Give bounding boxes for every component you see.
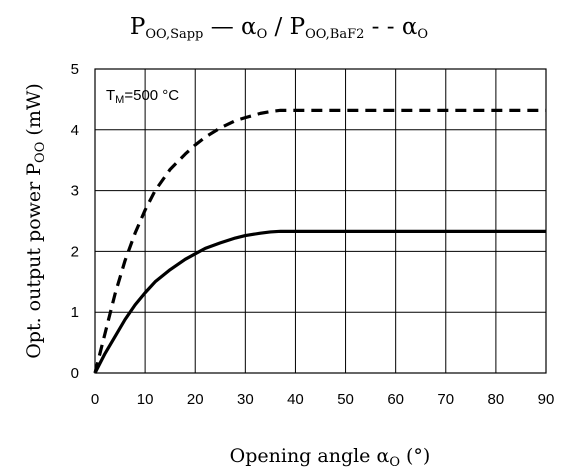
xlabel-main: Opening angle — [230, 445, 377, 467]
y-tick-label: 3 — [71, 183, 79, 200]
y-tick-label: 5 — [71, 61, 79, 78]
y-tick-label: 0 — [71, 365, 79, 382]
title-p2-main: P — [290, 14, 305, 40]
title-alpha1-main: α — [241, 14, 257, 40]
xlabel-alpha-sub: O — [389, 455, 400, 470]
title-alpha2-sub: O — [417, 27, 428, 42]
ylabel-main: Opt. output power P — [23, 163, 45, 359]
ylabel-unit: (mW) — [23, 83, 45, 141]
annot-rest: =500 °C — [124, 87, 179, 104]
series-lines — [93, 108, 546, 374]
y-tick-label: 1 — [71, 304, 79, 321]
grid — [95, 69, 546, 373]
x-tick-label: 10 — [137, 391, 154, 408]
annot-main: T — [106, 87, 115, 104]
x-axis-label: Opening angle αO (°) — [230, 445, 431, 470]
title-p1-sub: OO,Sapp — [145, 27, 203, 42]
series-line-solid — [93, 229, 546, 374]
x-tick-label: 0 — [91, 391, 99, 408]
xlabel-alpha: α — [376, 445, 389, 467]
x-tick-label: 80 — [488, 391, 505, 408]
title-dash2: - - — [364, 14, 401, 40]
x-tick-label: 20 — [187, 391, 204, 408]
temperature-annotation: TM=500 °C — [106, 87, 179, 106]
x-tick-label: 90 — [538, 391, 555, 408]
x-tick-label: 70 — [437, 391, 454, 408]
series-line-dashed — [93, 108, 546, 374]
ylabel-sub: OO — [33, 142, 48, 163]
x-tick-label: 30 — [237, 391, 254, 408]
xlabel-unit: (°) — [400, 445, 430, 467]
y-axis-label: Opt. output power POO (mW) — [23, 83, 48, 359]
x-tick-label: 40 — [287, 391, 304, 408]
title-separator: / — [267, 14, 289, 40]
x-tick-label: 50 — [337, 391, 354, 408]
title-p1-main: P — [130, 14, 145, 40]
title-alpha2-main: α — [402, 14, 418, 40]
annot-sub: M — [115, 94, 124, 106]
chart-title: POO,Sapp — αO / POO,BaF2 - - αO — [130, 14, 428, 42]
x-tick-label: 60 — [387, 391, 404, 408]
title-dash1: — — [203, 14, 241, 40]
title-alpha1-sub: O — [257, 27, 268, 42]
title-p2-sub: OO,BaF2 — [305, 27, 364, 42]
plot-area — [94, 68, 547, 374]
y-tick-label: 2 — [71, 243, 79, 260]
y-tick-label: 4 — [71, 122, 79, 139]
